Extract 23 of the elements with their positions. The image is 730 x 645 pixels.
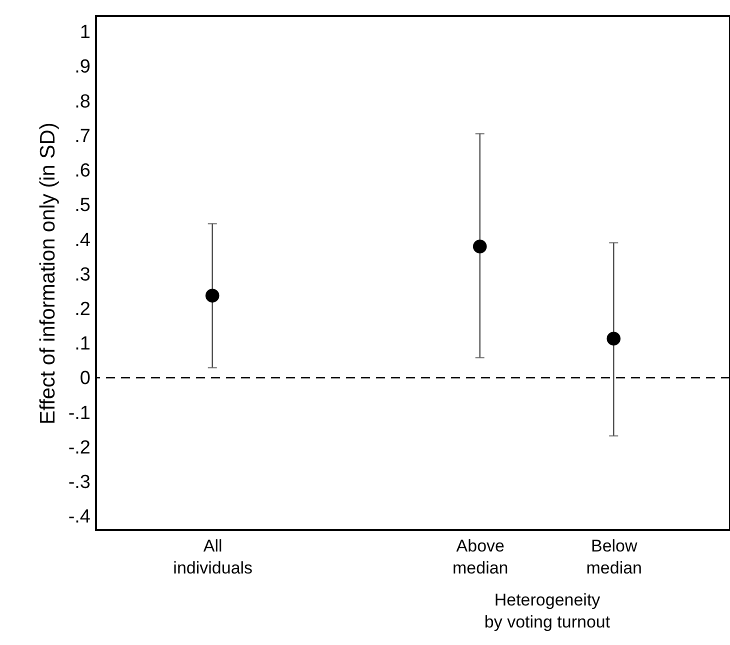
x-tick-label: Above median <box>452 536 508 578</box>
y-tick-label: -.1 <box>68 402 90 424</box>
point <box>205 288 220 303</box>
x-tick-label: All individuals <box>173 536 253 578</box>
y-tick-label: .1 <box>74 334 90 355</box>
x-axis-title: Heterogeneity by voting turnout <box>484 590 610 632</box>
y-tick-label: .3 <box>74 264 90 286</box>
y-tick-label: -.2 <box>68 437 90 458</box>
point <box>606 332 621 346</box>
y-tick-label: .6 <box>74 160 90 182</box>
y-tick-label: .4 <box>74 230 91 251</box>
y-tick-label: -.3 <box>68 472 90 494</box>
y-tick-label: .7 <box>74 126 90 147</box>
y-axis-title: Effect of information only (in SD) <box>36 122 60 424</box>
y-tick-label: .9 <box>74 56 90 78</box>
y-tick-label: 0 <box>80 368 90 390</box>
y-tick-label: -.4 <box>68 506 91 528</box>
y-tick-label: .5 <box>74 195 90 216</box>
x-tick-label: Below median <box>586 536 642 578</box>
point <box>472 240 487 254</box>
y-tick-label: 1 <box>80 22 90 44</box>
y-tick-label: .2 <box>74 298 90 320</box>
y-tick-label: .8 <box>74 91 90 112</box>
